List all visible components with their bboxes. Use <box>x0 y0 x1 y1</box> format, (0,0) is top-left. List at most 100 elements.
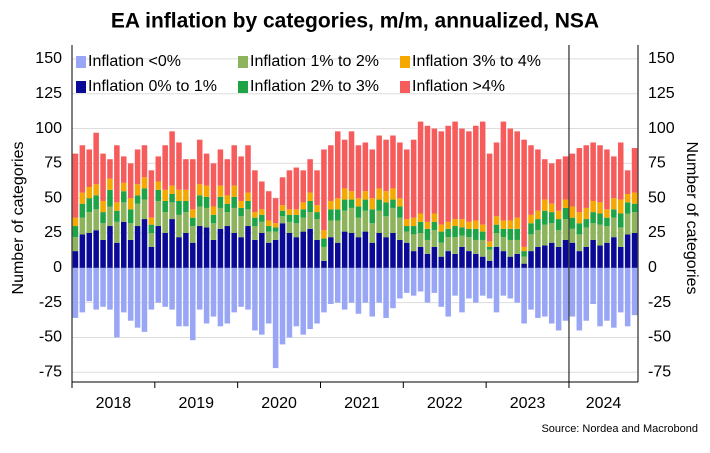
bar-segment <box>314 267 320 324</box>
bar-segment <box>590 200 596 213</box>
bar-segment <box>334 220 341 243</box>
bar-segment <box>328 220 334 238</box>
legend-swatch <box>76 56 86 68</box>
bar-segment <box>617 246 624 268</box>
bar-segment <box>431 230 438 247</box>
bar-segment <box>134 267 141 328</box>
bar-segment <box>417 267 424 292</box>
bar-segment <box>459 246 465 268</box>
bar-segment <box>162 267 168 307</box>
bar-segment <box>86 187 93 199</box>
bar-segment <box>176 189 182 201</box>
bar-segment <box>404 149 410 220</box>
bar-segment <box>169 131 175 186</box>
bar-segment <box>183 267 189 327</box>
bar-segment <box>604 149 610 210</box>
bar-segment <box>252 239 258 268</box>
bar-segment <box>293 209 300 215</box>
bar-segment <box>279 216 286 224</box>
bar-segment <box>459 227 465 236</box>
bar-segment <box>486 249 493 261</box>
bar-segment <box>611 156 617 199</box>
bar-segment <box>79 234 86 268</box>
bar-segment <box>617 227 624 247</box>
bar-segment <box>321 149 327 231</box>
bar-segment <box>134 203 141 227</box>
bar-segment <box>590 239 596 268</box>
bar-segment <box>466 267 472 299</box>
bar-segment <box>203 196 210 208</box>
bar-segment <box>486 246 493 250</box>
y-tick-label: 50 <box>44 189 62 206</box>
bar-segment <box>473 125 479 221</box>
bar-segment <box>417 121 424 214</box>
bar-segment <box>141 199 148 220</box>
bar-segment <box>162 232 168 268</box>
bar-segment <box>507 220 514 229</box>
bar-segment <box>210 163 217 207</box>
bar-segment <box>190 242 196 268</box>
bar-segment <box>265 267 272 324</box>
bar-segment <box>86 149 93 188</box>
bar-segment <box>424 228 431 240</box>
bar-segment <box>127 163 134 199</box>
bar-segment <box>127 267 134 321</box>
bar-segment <box>369 149 376 199</box>
bar-segment <box>238 200 244 208</box>
bar-segment <box>72 226 79 238</box>
bar-segment <box>121 202 127 222</box>
bar-segment <box>203 227 210 268</box>
bar-segment <box>555 159 562 211</box>
bar-segment <box>486 267 493 299</box>
bar-segment <box>79 267 86 313</box>
bar-segment <box>169 219 175 268</box>
bar-segment <box>576 251 583 268</box>
bar-segment <box>134 184 141 196</box>
bar-segment <box>631 192 638 204</box>
bar-segment <box>148 224 155 233</box>
bar-segment <box>473 228 479 240</box>
y2-tick-label: -75 <box>648 363 671 380</box>
y2-tick-label: 125 <box>648 85 675 102</box>
bar-segment <box>141 267 148 332</box>
bar-segment <box>410 139 417 218</box>
bar-segment <box>390 135 396 189</box>
bar-segment <box>417 213 424 222</box>
bar-segment <box>473 267 479 303</box>
bar-segment <box>203 153 210 186</box>
bar-segment <box>431 128 438 214</box>
bar-segment <box>127 223 134 240</box>
bar-segment <box>252 226 258 240</box>
bar-segment <box>341 199 348 211</box>
bar-segment <box>79 203 86 218</box>
bar-segment <box>321 260 327 268</box>
bar-segment <box>334 131 341 199</box>
bar-segment <box>217 228 224 268</box>
bar-segment <box>224 203 231 213</box>
bar-segment <box>562 199 569 208</box>
bar-segment <box>493 142 500 217</box>
bar-segment <box>500 228 507 238</box>
bar-segment <box>528 251 534 268</box>
bar-segment <box>259 267 265 335</box>
bar-segment <box>590 212 596 224</box>
bar-segment <box>390 199 396 208</box>
bar-segment <box>307 159 313 193</box>
bar-segment <box>576 267 583 331</box>
bar-segment <box>272 231 279 240</box>
y2-tick-label: 0 <box>648 259 657 276</box>
bar-segment <box>341 188 348 200</box>
bar-segment <box>452 253 458 268</box>
bar-segment <box>473 239 479 254</box>
bar-segment <box>348 232 355 268</box>
bar-segment <box>514 267 520 303</box>
bar-segment <box>265 226 272 232</box>
bar-segment <box>141 177 148 189</box>
y-axis-label: Number of categories <box>10 142 27 295</box>
bar-segment <box>528 223 534 235</box>
bar-segment <box>293 167 300 210</box>
bar-segment <box>245 200 251 210</box>
bar-segment <box>286 209 293 215</box>
bar-segment <box>348 199 355 208</box>
bar-segment <box>390 232 396 268</box>
